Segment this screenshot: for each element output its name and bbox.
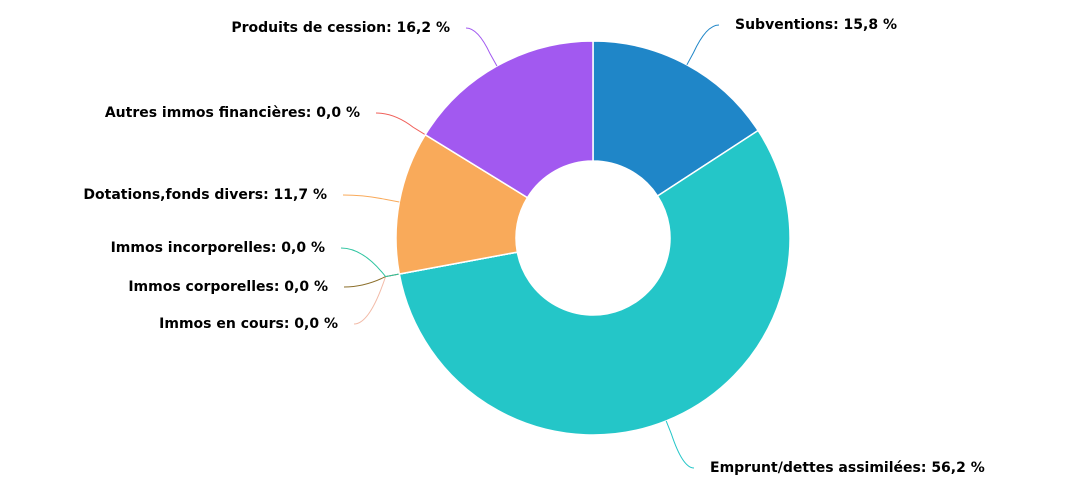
connector [465, 27, 498, 67]
slice [398, 129, 791, 436]
connector [665, 420, 695, 469]
data-label: Emprunt/dettes assimilées: 56,2 % [710, 460, 985, 476]
data-label: Autres immos financières: 0,0 % [105, 105, 360, 121]
data-label: Immos corporelles: 0,0 % [128, 279, 328, 295]
data-label: Immos incorporelles: 0,0 % [111, 240, 325, 256]
slice [395, 133, 529, 275]
data-label: Dotations,fonds divers: 11,7 % [83, 187, 327, 203]
connector [353, 273, 400, 325]
data-label: Subventions: 15,8 % [735, 17, 897, 33]
slice [424, 40, 594, 199]
data-label: Produits de cession: 16,2 % [231, 20, 450, 36]
data-label: Immos en cours: 0,0 % [159, 316, 338, 332]
connector [342, 194, 400, 203]
connector [340, 247, 400, 278]
connector [375, 112, 426, 136]
connector [686, 24, 720, 66]
